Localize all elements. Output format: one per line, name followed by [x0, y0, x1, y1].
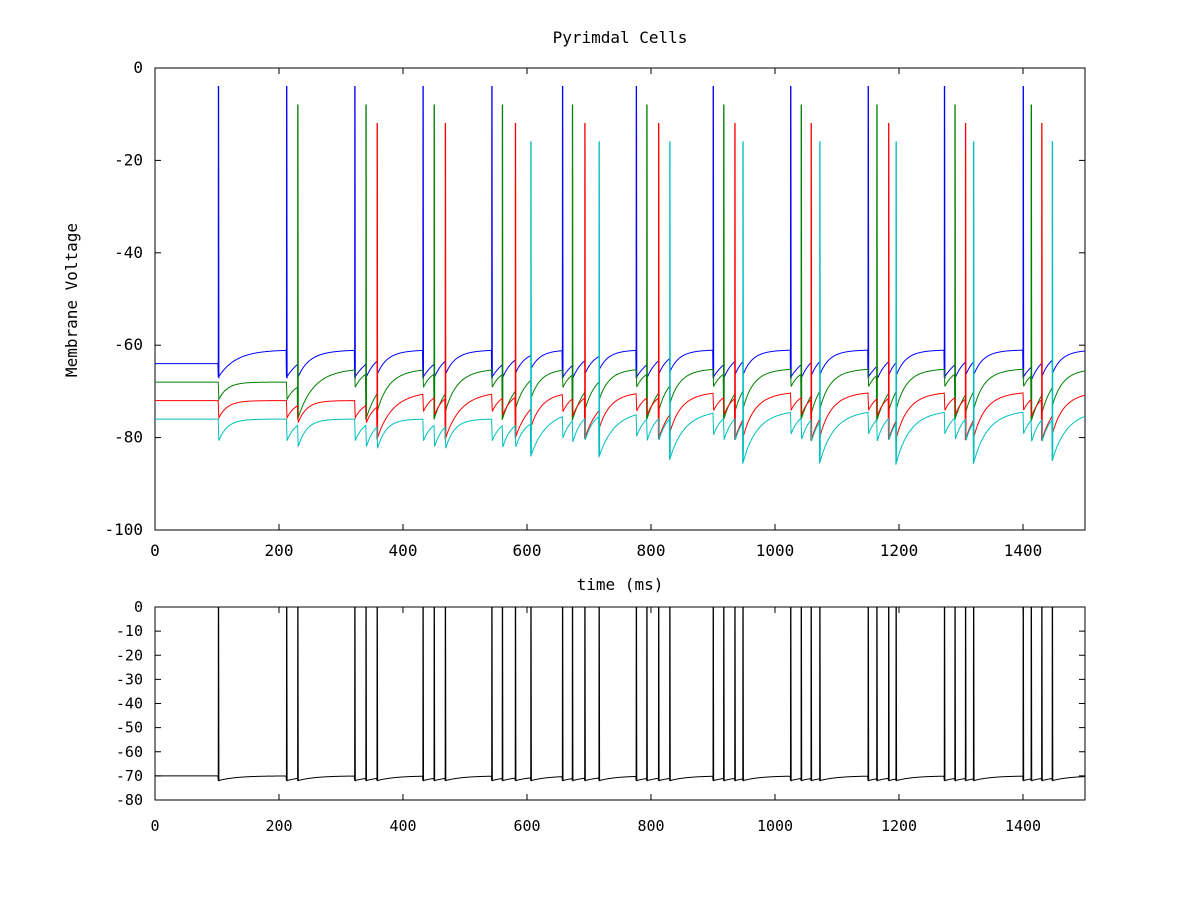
y-tick-label: -40 [114, 243, 143, 262]
y-tick-label: -20 [116, 646, 143, 664]
y-tick-label: 0 [133, 58, 143, 77]
x-tick-label: 1000 [757, 817, 793, 835]
y-axis-label: Membrane Voltage [62, 223, 81, 377]
series-line-1 [155, 104, 1085, 422]
plot-frame [154, 606, 1086, 801]
x-tick-label: 1400 [1004, 541, 1043, 560]
x-tick-label: 1200 [881, 817, 917, 835]
x-tick-label: 600 [513, 817, 540, 835]
y-tick-label: -80 [116, 791, 143, 809]
y-tick-label: -10 [116, 622, 143, 640]
y-tick-label: -60 [114, 335, 143, 354]
x-tick-label: 200 [265, 541, 294, 560]
y-tick-label: -80 [114, 428, 143, 447]
y-tick-label: -70 [116, 767, 143, 785]
y-tick-label: -100 [104, 520, 143, 539]
x-tick-label: 0 [150, 817, 159, 835]
series-line-0 [155, 607, 1085, 782]
x-tick-label: 0 [150, 541, 160, 560]
chart-title: Pyrimdal Cells [553, 28, 688, 47]
x-tick-label: 1000 [756, 541, 795, 560]
x-tick-label: 800 [637, 817, 664, 835]
x-tick-label: 1200 [880, 541, 919, 560]
top-plot: 0 200 400 600 800 1000 1200 1400 0 -20 -40 -60 -80 -1… [104, 58, 1086, 560]
x-tick-label: 800 [637, 541, 666, 560]
y-tick-label: -60 [116, 743, 143, 761]
x-axis-label: time (ms) [577, 575, 664, 594]
x-tick-label: 400 [389, 541, 418, 560]
y-tick-label: 0 [134, 598, 143, 616]
y-tick-label: -20 [114, 150, 143, 169]
y-tick-label: -30 [116, 670, 143, 688]
plot-frame [154, 67, 1086, 531]
x-tick-label: 200 [265, 817, 292, 835]
x-tick-label: 1400 [1005, 817, 1041, 835]
y-tick-label: -50 [116, 719, 143, 737]
series-line-0 [155, 85, 1085, 380]
series-line-3 [155, 141, 1085, 465]
series-line-2 [155, 122, 1085, 441]
bottom-plot: 0 200 400 600 800 1000 1200 1400 0 -10 -20 -30 -40 -5… [116, 598, 1086, 835]
y-tick-label: -40 [116, 695, 143, 713]
x-tick-label: 400 [389, 817, 416, 835]
x-tick-label: 600 [513, 541, 542, 560]
